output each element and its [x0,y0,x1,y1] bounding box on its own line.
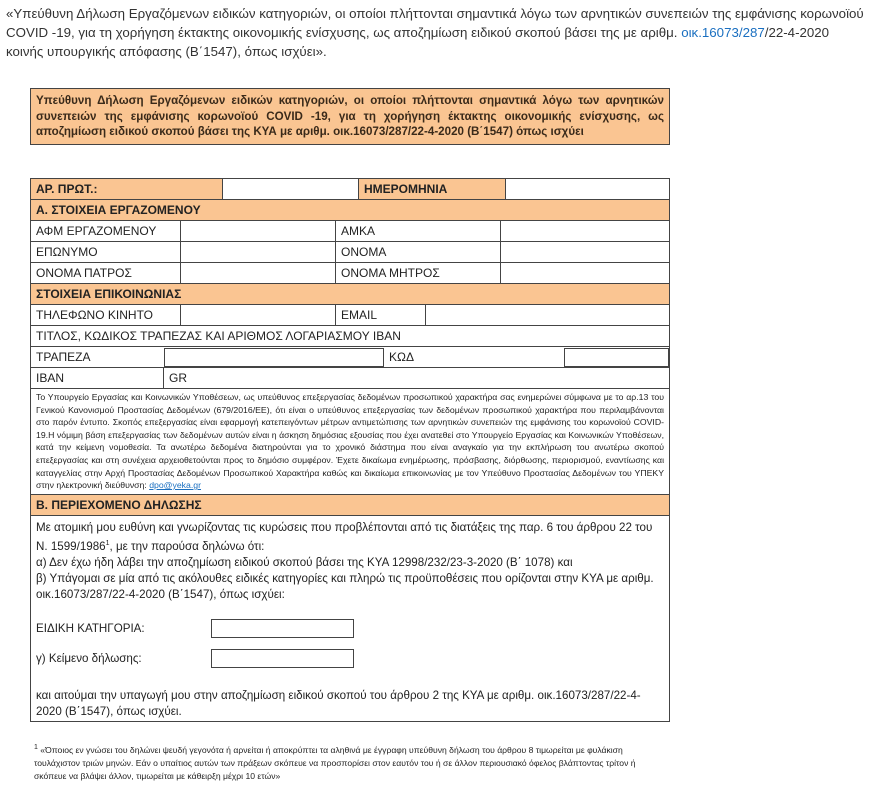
field-label: ΟΝΟΜΑ ΜΗΤΡΟΣ [336,263,501,283]
empty-field [181,242,336,262]
input-box [211,619,354,639]
field-label: ΕΠΩΝΥΜΟ [31,242,181,262]
statement-line: γ) Κείμενο δήλωσης: [36,647,664,671]
title-text: Υπεύθυνη Δήλωση Εργαζόμενων ειδικών κατη… [36,94,664,138]
declaration-paragraph: α) Δεν έχω ήδη λάβει την αποζημίωση ειδι… [36,555,573,569]
declaration-paragraph: β) Υπάγομαι σε μία από τις ακόλουθες ειδ… [36,571,654,601]
form: ΑΡ. ΠΡΩΤ.: ΗΜΕΡΟΜΗΝΙΑ Α. ΣΤΟΙΧΕΙΑ ΕΡΓΑΖΟ… [30,178,670,722]
empty-field [501,221,669,241]
section-header: ΣΤΟΙΧΕΙΑ ΕΠΙΚΟΙΝΩΝΙΑΣ [31,284,669,305]
input-box [164,348,384,367]
spacer [36,603,664,617]
field-label: ΟΝΟΜΑ [336,242,501,262]
empty-field [506,179,669,199]
field-label: γ) Κείμενο δήλωσης: [36,651,142,665]
field-label: ΑΜΚΑ [336,221,501,241]
privacy-text: Το Υπουργείο Εργασίας και Κοινωνικών Υπο… [36,392,664,491]
empty-field [181,221,336,241]
iban-row: IBAN GR [31,368,669,389]
privacy-notice: Το Υπουργείο Εργασίας και Κοινωνικών Υπο… [31,389,669,495]
input-box-wrap [564,347,669,367]
input-box [211,649,354,669]
date-label: ΗΜΕΡΟΜΗΝΙΑ [359,179,506,199]
input-box [564,348,669,367]
empty-field [181,305,336,325]
declaration-text: Με ατομική μου ευθύνη και γνωρίζοντας τι… [36,520,653,553]
declaration: Με ατομική μου ευθύνη και γνωρίζοντας τι… [31,516,669,721]
field-label: ΤΗΛΕΦΩΝΟ ΚΙΝΗΤΟ [31,305,181,325]
contact-row: ΤΗΛΕΦΩΝΟ ΚΙΝΗΤΟ EMAIL [31,305,669,326]
iban-prefix: GR [169,371,187,385]
field-label: EMAIL [336,305,426,325]
intro-text: /22-4-2020 κοινής υπουργικής απόφασης (Β… [6,25,830,59]
field-label: ΟΝΟΜΑ ΠΑΤΡΟΣ [31,263,181,283]
field-label: ΕΙΔΙΚΗ ΚΑΤΗΓΟΡΙΑ: [36,621,145,635]
field-label: ΑΦΜ ΕΡΓΑΖΟΜΕΝΟΥ [31,221,181,241]
footnote-text: «Όποιος εν γνώσει του δηλώνει ψευδή γεγο… [34,744,636,781]
protocol-row: ΑΡ. ΠΡΩΤ.: ΗΜΕΡΟΜΗΝΙΑ [31,179,669,200]
intro-link[interactable]: οικ.16073/287 [681,25,765,40]
field-row: ΟΝΟΜΑ ΠΑΤΡΟΣ ΟΝΟΜΑ ΜΗΤΡΟΣ [31,263,669,284]
declaration-text: , με την παρούσα δηλώνω ότι: [109,539,265,553]
field-label: ΚΩΔ [389,350,414,364]
section-header: Β. ΠΕΡΙΕΧΟΜΕΝΟ ΔΗΛΩΣΗΣ [31,494,669,516]
footnote: 1 «Όποιος εν γνώσει του δηλώνει ψευδή γε… [34,741,670,783]
protocol-label: ΑΡ. ΠΡΩΤ.: [31,179,223,199]
field-row: ΑΦΜ ΕΡΓΑΖΟΜΕΝΟΥ ΑΜΚΑ [31,221,669,242]
empty-field [501,263,669,283]
declaration-paragraph: Με ατομική μου ευθύνη και γνωρίζοντας τι… [36,520,664,555]
bank-row: ΤΡΑΠΕΖΑ ΚΩΔ [31,347,669,368]
empty-field [223,179,359,199]
category-line: ΕΙΔΙΚΗ ΚΑΤΗΓΟΡΙΑ: [36,617,664,641]
intro-text: «Υπεύθυνη Δήλωση Εργαζόμενων ειδικών κατ… [6,6,864,40]
bank-title-row: ΤΙΤΛΟΣ, ΚΩΔΙΚΟΣ ΤΡΑΠΕΖΑΣ ΚΑΙ ΑΡΙΘΜΟΣ ΛΟΓ… [31,326,669,347]
field-label: IBAN [31,368,164,388]
empty-field [501,242,669,262]
field-label: ΤΡΑΠΕΖΑ [36,350,91,364]
empty-field [181,263,336,283]
section-header: Α. ΣΤΟΙΧΕΙΑ ΕΡΓΑΖΟΜΕΝΟΥ [31,200,669,221]
field-label: ΤΙΤΛΟΣ, ΚΩΔΙΚΟΣ ΤΡΑΠΕΖΑΣ ΚΑΙ ΑΡΙΘΜΟΣ ΛΟΓ… [36,329,401,343]
title-box: Υπεύθυνη Δήλωση Εργαζόμενων ειδικών κατη… [30,88,670,145]
empty-field [426,305,669,325]
footnote-marker: 1 [34,744,38,751]
field-row: ΕΠΩΝΥΜΟ ΟΝΟΜΑ [31,242,669,263]
footnote-ref: 1 [105,539,110,547]
input-box-wrap [164,347,384,367]
privacy-link[interactable]: dpo@yeka.gr [149,480,201,491]
intro-paragraph: «Υπεύθυνη Δήλωση Εργαζόμενων ειδικών κατ… [6,4,864,61]
declaration-paragraph: και αιτούμαι την υπαγωγή μου στην αποζημ… [36,688,641,718]
